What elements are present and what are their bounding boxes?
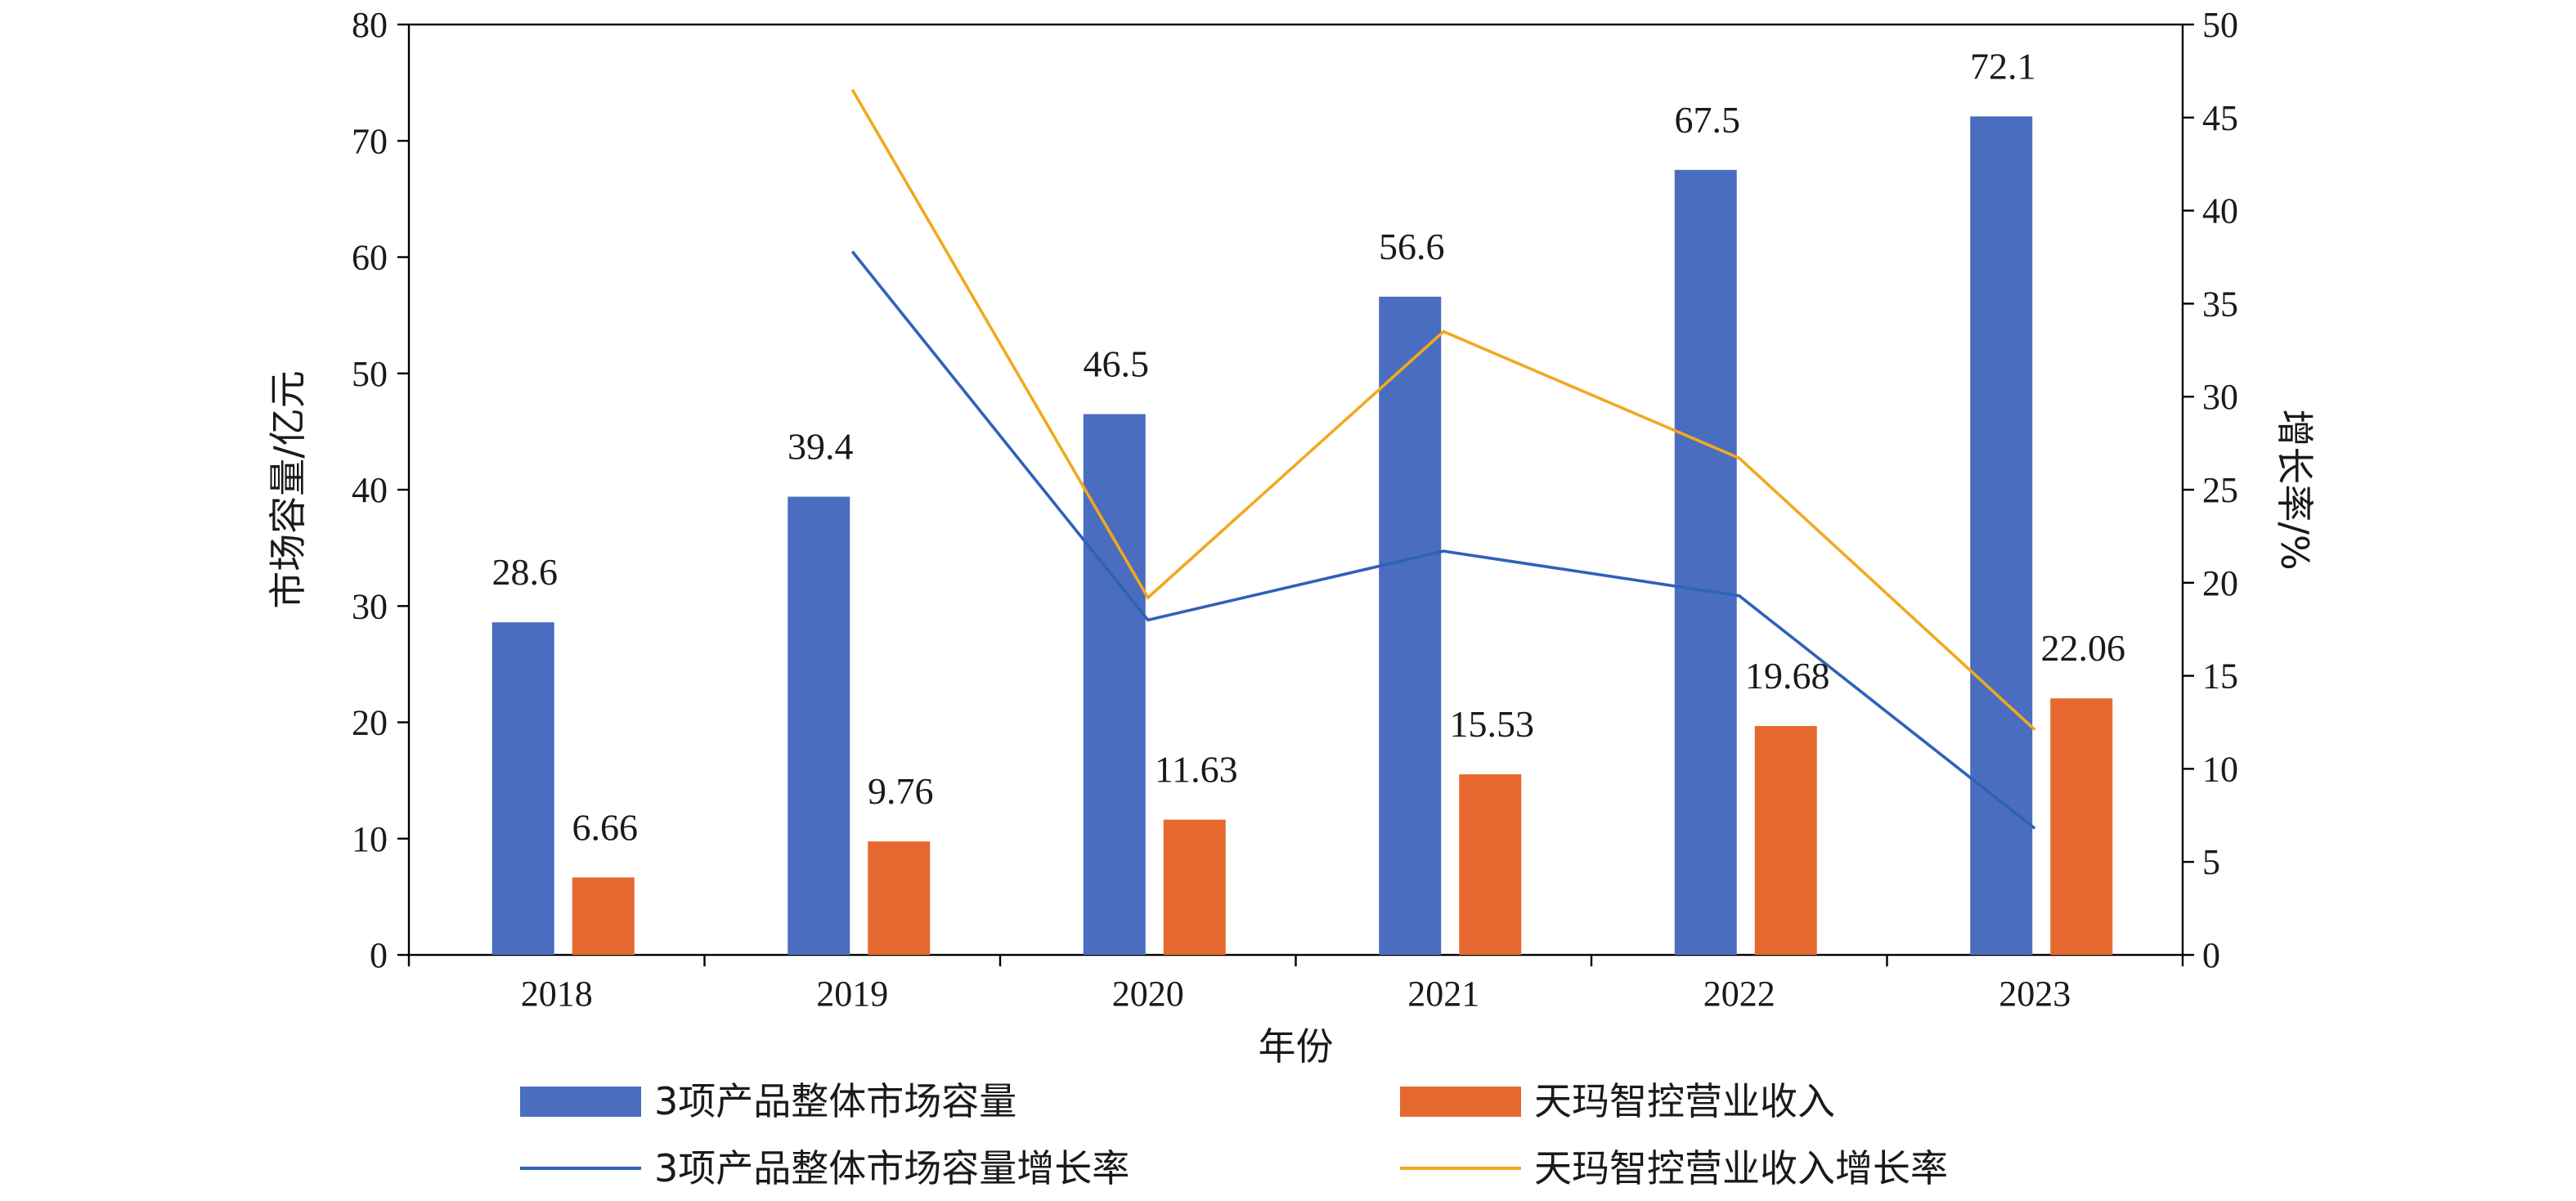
legend-item: 天玛智控营业收入	[1400, 1079, 1835, 1123]
legend-item: 3项产品整体市场容量增长率	[520, 1146, 1129, 1190]
bar	[1163, 819, 1226, 955]
bar-data-label: 6.66	[572, 806, 639, 848]
legend-label: 天玛智控营业收入增长率	[1534, 1146, 1948, 1190]
x-tick-label: 2018	[521, 974, 593, 1014]
bar-data-label: 39.4	[788, 426, 854, 468]
series-line	[850, 250, 2036, 830]
y2-tick-label: 10	[2202, 749, 2238, 789]
bar-data-label: 11.63	[1155, 749, 1238, 791]
bar-data-label: 19.68	[1745, 655, 1830, 697]
bar	[1754, 726, 1817, 955]
y-tick-label: 50	[352, 354, 388, 394]
y2-tick-label: 25	[2202, 470, 2238, 510]
legend-label: 天玛智控营业收入	[1534, 1079, 1835, 1123]
bar-data-label: 46.5	[1084, 343, 1150, 385]
bar-data-label: 67.5	[1675, 99, 1741, 141]
y-tick-label: 60	[352, 238, 388, 278]
bar	[2050, 698, 2113, 955]
y2-tick-label: 30	[2202, 377, 2238, 417]
y2-tick-label: 5	[2202, 842, 2220, 882]
plot-frame	[407, 23, 2184, 957]
data-labels-group: 28.6 39.4 46.5 56.6 67.5 72.1 6.66 9.76 11.63 15.…	[492, 45, 2126, 848]
y2-tick-label: 0	[2202, 935, 2220, 975]
legend-label: 3项产品整体市场容量	[654, 1079, 1016, 1123]
x-tick-label: 2021	[1407, 974, 1479, 1014]
series-line	[850, 88, 2036, 731]
x-tick-label: 2023	[1999, 974, 2071, 1014]
bar-data-label: 72.1	[1970, 45, 2036, 87]
bar	[868, 841, 931, 955]
bar-data-label: 28.6	[492, 551, 559, 593]
legend: 3项产品整体市场容量 天玛智控营业收入 3项产品整体市场容量增长率 天玛智控营业收入增…	[520, 1079, 1948, 1190]
bar-data-label: 9.76	[868, 770, 934, 812]
y2-tick-label: 15	[2202, 657, 2238, 697]
bars-group	[491, 116, 2113, 956]
y-tick-label: 40	[352, 470, 388, 510]
bar	[1083, 414, 1146, 956]
legend-label: 3项产品整体市场容量增长率	[654, 1146, 1129, 1190]
y-axis-title: 市场容量/亿元	[266, 370, 310, 609]
y-tick-label: 70	[352, 121, 388, 161]
legend-item: 3项产品整体市场容量	[520, 1079, 1016, 1123]
y-tick-label: 10	[352, 819, 388, 859]
y-tick-label: 30	[352, 586, 388, 626]
y2-axis-title: 增长率/%	[2273, 409, 2317, 570]
bar	[1970, 116, 2033, 956]
lines-group	[850, 88, 2036, 830]
bar	[1379, 296, 1442, 955]
y-tick-label: 0	[370, 935, 388, 975]
y-tick-label: 20	[352, 703, 388, 743]
x-tick-label: 2020	[1112, 974, 1184, 1014]
y2-tick-label: 45	[2202, 98, 2238, 138]
bar-data-label: 56.6	[1379, 226, 1445, 267]
y-tick-label: 80	[352, 5, 388, 45]
legend-swatch	[520, 1087, 641, 1117]
x-tick-label: 2022	[1703, 974, 1775, 1014]
y2-tick-label: 40	[2202, 191, 2238, 231]
bar	[1459, 774, 1522, 955]
bar-data-label: 22.06	[2041, 627, 2126, 669]
bar	[491, 622, 554, 955]
y2-tick-label: 35	[2202, 284, 2238, 324]
bar-data-label: 15.53	[1450, 703, 1535, 745]
legend-item: 天玛智控营业收入增长率	[1400, 1146, 1948, 1190]
legend-swatch	[1400, 1087, 1521, 1117]
bar	[788, 496, 850, 955]
bar	[572, 877, 635, 955]
axes-group: 0 10 20 30 40 50 60 70 80 0 5 10 15 20 25 30 35 40 45 50 201…	[266, 5, 2317, 1069]
bar	[1674, 169, 1737, 955]
x-axis-title: 年份	[1259, 1024, 1334, 1069]
y2-tick-label: 20	[2202, 563, 2238, 603]
x-tick-label: 2019	[816, 974, 888, 1014]
y2-tick-label: 50	[2202, 5, 2238, 45]
